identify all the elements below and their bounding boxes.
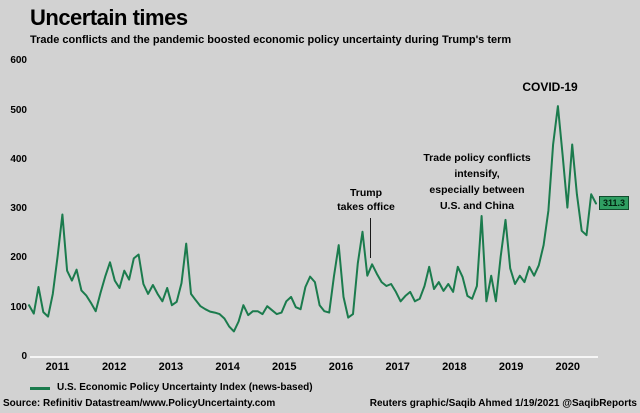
y-axis-tick-label: 200 — [10, 252, 27, 264]
x-axis-year-label: 2016 — [328, 361, 354, 373]
annotation-text-line: U.S. and China — [439, 200, 515, 212]
legend-line-marker — [30, 387, 50, 390]
zero-axis-line — [30, 356, 598, 358]
y-axis-tick-label: 0 — [21, 351, 27, 362]
page-subtitle: Trade conflicts and the pandemic boosted… — [30, 34, 512, 46]
x-axis-year-label: 2014 — [215, 361, 240, 373]
annotation-text-line: Trump — [349, 187, 383, 199]
x-axis-year-label: 2011 — [45, 361, 70, 373]
x-axis-year-label: 2017 — [385, 361, 410, 373]
annotation-covid19: COVID-19 — [510, 79, 590, 95]
chart-plot-area — [28, 105, 597, 333]
annotation-text-line: intensify, — [454, 168, 500, 180]
annotation-text-line: takes office — [337, 200, 395, 213]
x-axis-year-label: 2019 — [498, 361, 524, 373]
y-axis-tick-label: 300 — [10, 203, 27, 215]
y-axis-tick-label: 100 — [10, 301, 27, 313]
y-axis-tick-label: 600 — [10, 55, 27, 67]
x-axis-year-label: 2018 — [442, 361, 467, 373]
x-axis-year-label: 2012 — [101, 361, 127, 373]
x-axis-year-label: 2015 — [272, 361, 297, 373]
source-note: Source: Refinitiv Datastream/www.PolicyU… — [3, 398, 276, 409]
annotation-trade-policy-conflicts: Trade policy conflicts intensify, especi… — [415, 150, 539, 214]
credit-note: Reuters graphic/Saqib Ahmed 1/19/2021 @S… — [369, 398, 637, 409]
annotation-pointer-line — [370, 218, 371, 258]
x-axis-year-label: 2013 — [158, 361, 184, 373]
annotation-text-line: Trade policy conflicts — [423, 152, 531, 164]
legend-label: U.S. Economic Policy Uncertainty Index (… — [57, 382, 313, 393]
annotation-text-line: especially between — [429, 184, 525, 196]
y-axis-tick-label: 400 — [10, 153, 27, 165]
page-title: Uncertain times — [30, 5, 188, 30]
y-axis-tick-label: 500 — [10, 104, 27, 116]
x-axis-year-label: 2020 — [555, 361, 581, 373]
uncertainty-index-line — [28, 105, 597, 333]
annotation-trump-takes-office: Trump takes office — [306, 187, 426, 214]
last-value-badge: 311.3 — [599, 196, 630, 210]
annotation-text-line: COVID-19 — [522, 80, 578, 94]
